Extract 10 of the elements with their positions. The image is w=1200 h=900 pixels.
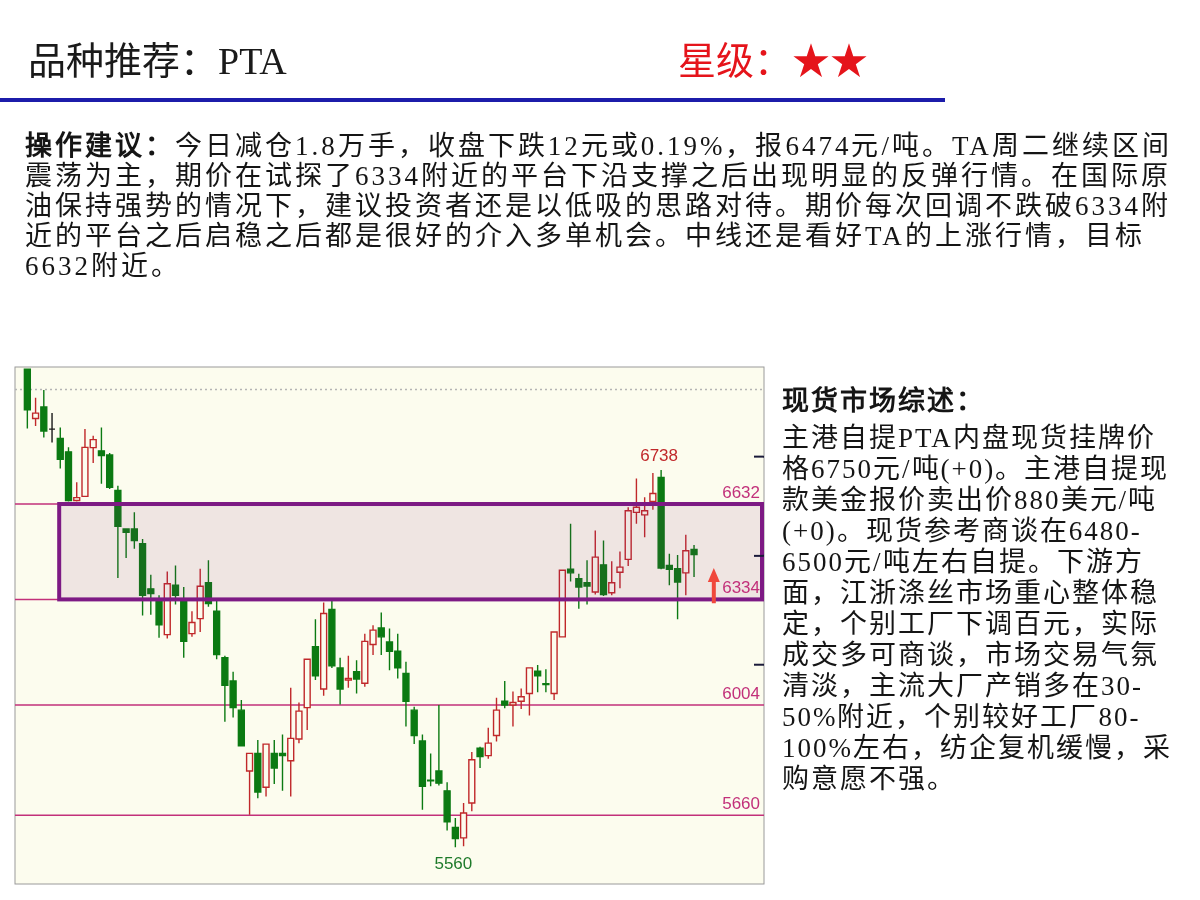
ref-label: 6632	[722, 483, 760, 502]
ref-label: 6334	[722, 578, 760, 598]
note-label: 现货市场综述： 主港自提PTA内盘现货挂牌价格6750元/吨(+0)。主港自提现款美金报价卖出价880美元/吨(+0)。现货参考商谈在6480-6500元/吨左右自提。下游方面，江浙涤丝市场重心整体稳定，个别工厂下调百元，实际成交多可商谈，市场交易气氛清淡，主流大厂产销多在30-50%附近，个别较好工厂80-100%左右，纺企复机缓慢，采购意愿不强。	[782, 386, 1173, 795]
note-label: 操作建议：今日减仓1.8万手，收盘下跌12元或0.19%，报6474元/吨。TA周二继续区间震荡为主，期价在试探了6334附近的平台下沿支撑之后出现明显的反弹行情。在国际原油保持强势的情况下，建议投资者还是以低吸的思路对待。期价每次回调不跌破6334附近的平台之后启稳之后都是很好的介入多单机会。中线还是看好TA的上涨行情，目标6632附近。	[25, 131, 1173, 281]
point-note: 6738	[640, 446, 679, 466]
point-note: 5560	[434, 854, 473, 874]
ref-label: 5660	[722, 794, 760, 814]
title: 品种推荐：PTA	[28, 40, 287, 82]
subtitle: 星级：★★	[678, 40, 868, 82]
ref-label: 6004	[722, 684, 760, 704]
